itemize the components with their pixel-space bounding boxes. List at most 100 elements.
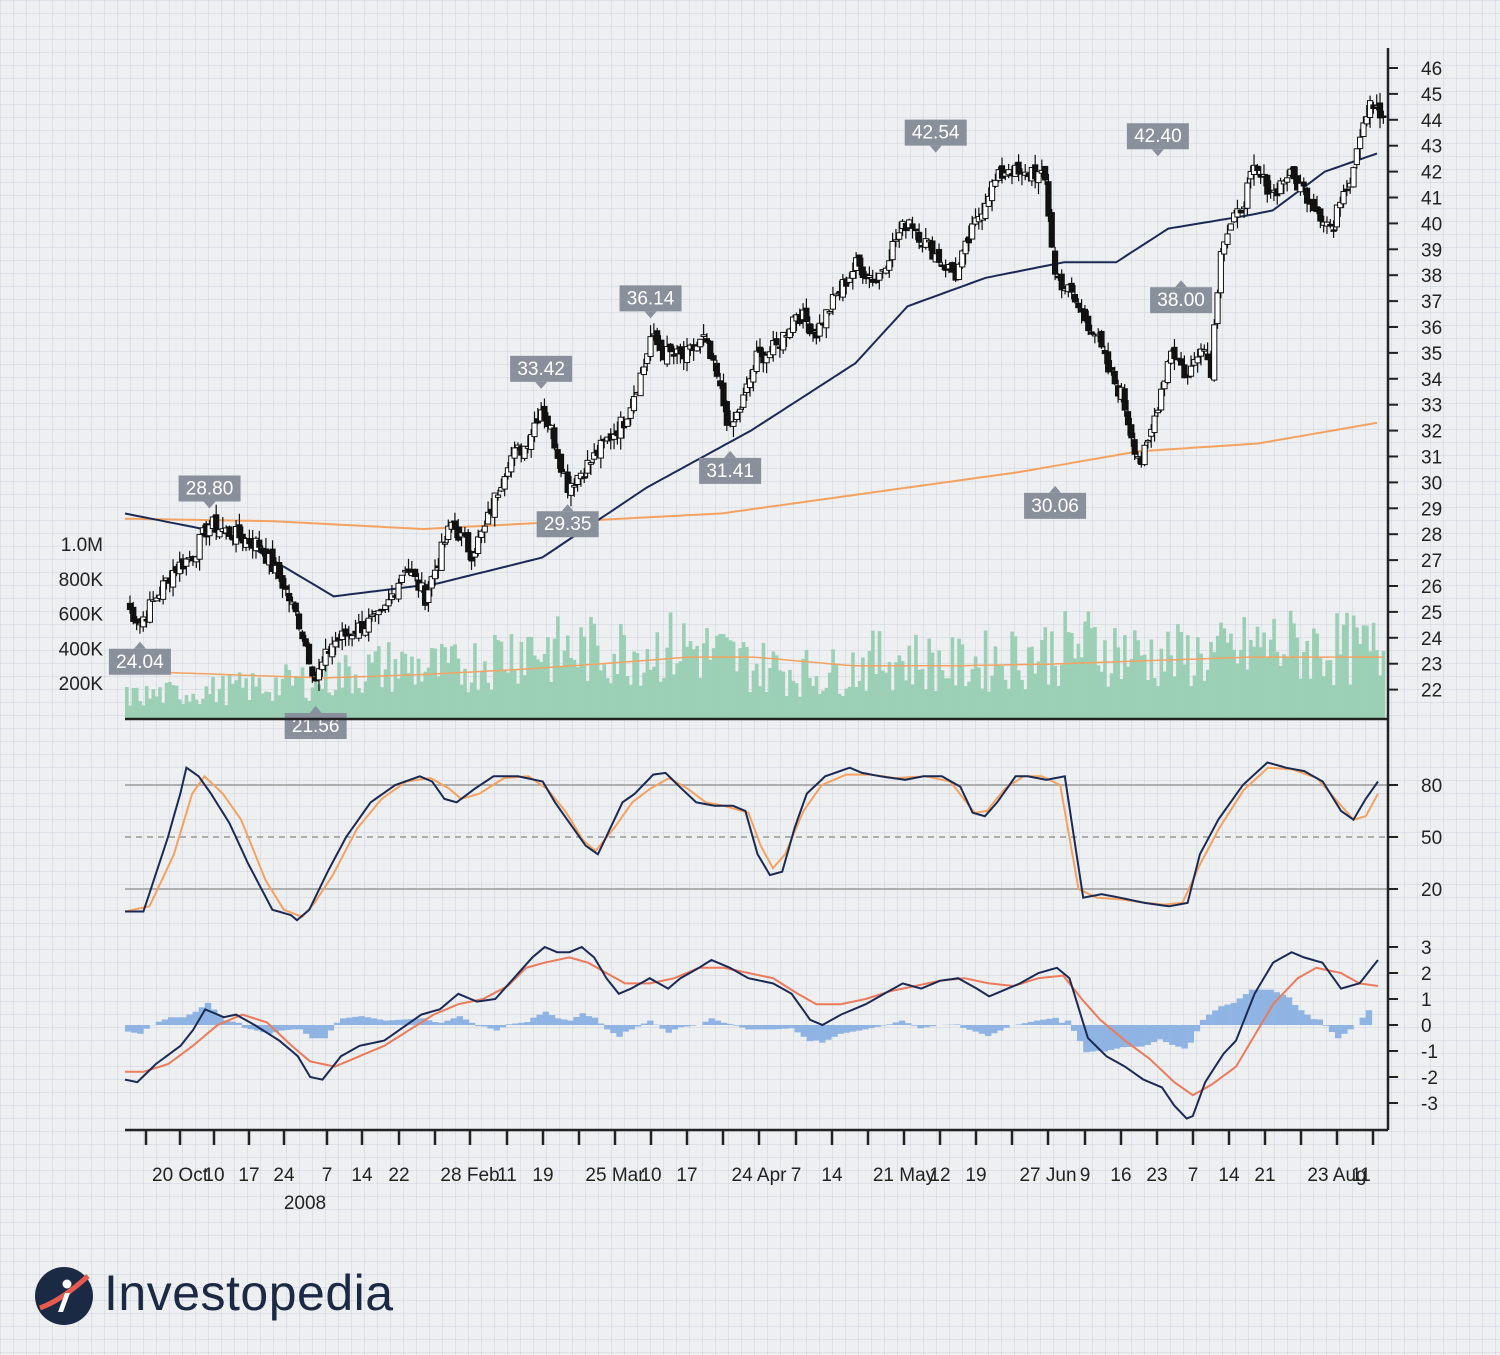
- volume-bar: [363, 681, 368, 718]
- price-flag-high: 28.80: [178, 475, 241, 509]
- macd-histogram-bar: [1365, 1010, 1373, 1025]
- price-tick-label: 36: [1421, 318, 1442, 339]
- volume-bar: [469, 682, 474, 718]
- volume-bar: [851, 652, 855, 718]
- candle-up: [733, 411, 740, 421]
- candle-up: [528, 434, 535, 450]
- candle-up: [332, 640, 339, 648]
- x-tick-label: 14: [1218, 1165, 1240, 1186]
- candle-down: [269, 548, 276, 572]
- macd-histogram-bar: [1113, 1025, 1121, 1049]
- volume-bar: [1162, 671, 1167, 718]
- macd-histogram-bar: [339, 1018, 347, 1025]
- candle-up: [471, 552, 478, 558]
- volume-bar: [708, 659, 713, 718]
- volume-bar: [207, 694, 212, 718]
- macd-histogram-bar: [604, 1025, 611, 1030]
- volume-bar: [1219, 622, 1223, 718]
- x-tick-label: 9: [1080, 1165, 1091, 1186]
- candle-up: [501, 476, 508, 490]
- volume-bar: [204, 686, 209, 718]
- candle-up: [491, 492, 498, 518]
- x-tick-label: 14: [821, 1165, 843, 1186]
- volume-bar: [466, 692, 471, 718]
- x-tick-label: 19: [965, 1165, 986, 1186]
- volume-bar: [821, 690, 825, 718]
- volume-bar: [393, 659, 398, 718]
- x-tick-label: 25 Mar: [585, 1165, 645, 1186]
- volume-bar: [559, 666, 563, 718]
- volume-bar: [1381, 650, 1386, 718]
- candle-down: [1085, 315, 1092, 332]
- volume-bar: [357, 688, 361, 718]
- volume-bar: [970, 669, 975, 718]
- volume-bar: [1136, 640, 1140, 718]
- volume-bar: [383, 669, 388, 718]
- volume-bar: [1060, 664, 1064, 718]
- price-flag-pointer: [561, 504, 574, 512]
- macd-histogram-bar: [425, 1020, 433, 1025]
- candle-down: [544, 415, 551, 428]
- volume-bar: [1209, 641, 1213, 718]
- candle-up: [365, 617, 372, 633]
- brand-name: Investopedia: [104, 1265, 394, 1321]
- macd-histogram-bar: [1169, 1025, 1176, 1045]
- macd-tick-label: -3: [1421, 1094, 1438, 1115]
- candle-up: [644, 353, 651, 364]
- volume-bar: [1139, 655, 1144, 718]
- macd-histogram-bar: [284, 1025, 292, 1030]
- candle-down: [133, 618, 140, 624]
- candle-down: [465, 532, 472, 553]
- volume-bar: [410, 656, 414, 718]
- volume-bar: [682, 623, 686, 718]
- macd-histogram-bar: [204, 1002, 212, 1025]
- macd-histogram-bar: [751, 1025, 758, 1030]
- macd-histogram-bar: [210, 1009, 218, 1025]
- price-tick-label: 34: [1421, 370, 1443, 391]
- macd-histogram-bar: [554, 1018, 562, 1025]
- volume-bar: [280, 678, 285, 718]
- volume-bar: [648, 669, 653, 718]
- price-tick-label: 35: [1421, 344, 1442, 365]
- candle-up: [1144, 439, 1152, 443]
- macd-histogram-bar: [327, 1025, 335, 1031]
- volume-bar: [695, 645, 699, 718]
- macd-histogram-bar: [739, 1025, 746, 1028]
- volume-bar: [1242, 617, 1247, 718]
- volume-bar: [290, 685, 295, 718]
- macd-histogram-bar: [874, 1025, 881, 1027]
- macd-histogram-bar: [180, 1017, 187, 1025]
- price-flag-label: 33.42: [517, 359, 565, 380]
- macd-histogram-bar: [1322, 1025, 1330, 1026]
- volume-bar: [1172, 676, 1177, 718]
- volume-bar: [748, 692, 752, 718]
- volume-bar: [1298, 678, 1303, 718]
- volume-bar: [1259, 647, 1263, 718]
- volume-bar: [1199, 653, 1203, 718]
- volume-bar: [214, 702, 219, 718]
- candle-up: [1164, 361, 1171, 384]
- macd-histogram-bar: [192, 1011, 199, 1025]
- volume-bar: [993, 646, 998, 718]
- candle-down: [1111, 370, 1118, 385]
- candle-up: [969, 223, 976, 240]
- candle-down: [667, 343, 674, 353]
- macd-histogram-bar: [1070, 1025, 1078, 1031]
- candle-down: [1310, 198, 1317, 212]
- volume-bar: [635, 653, 640, 718]
- volume-bar: [1262, 632, 1266, 718]
- volume-bar: [1123, 635, 1127, 718]
- x-tick-label: 16: [1110, 1165, 1131, 1186]
- macd-line: [124, 945, 1379, 1120]
- macd-histogram-bar: [272, 1025, 279, 1033]
- price-flag-low: 21.56: [284, 705, 347, 739]
- volume-bar: [983, 630, 988, 718]
- price-tick-label: 26: [1421, 577, 1442, 598]
- candle-up: [876, 272, 883, 281]
- price-tick-label: 46: [1421, 59, 1442, 80]
- volume-bar: [1046, 684, 1051, 718]
- volume-bar: [1232, 649, 1237, 718]
- macd-histogram-bar: [819, 1025, 826, 1043]
- macd-histogram-bar: [788, 1025, 795, 1029]
- volume-bar: [416, 658, 421, 718]
